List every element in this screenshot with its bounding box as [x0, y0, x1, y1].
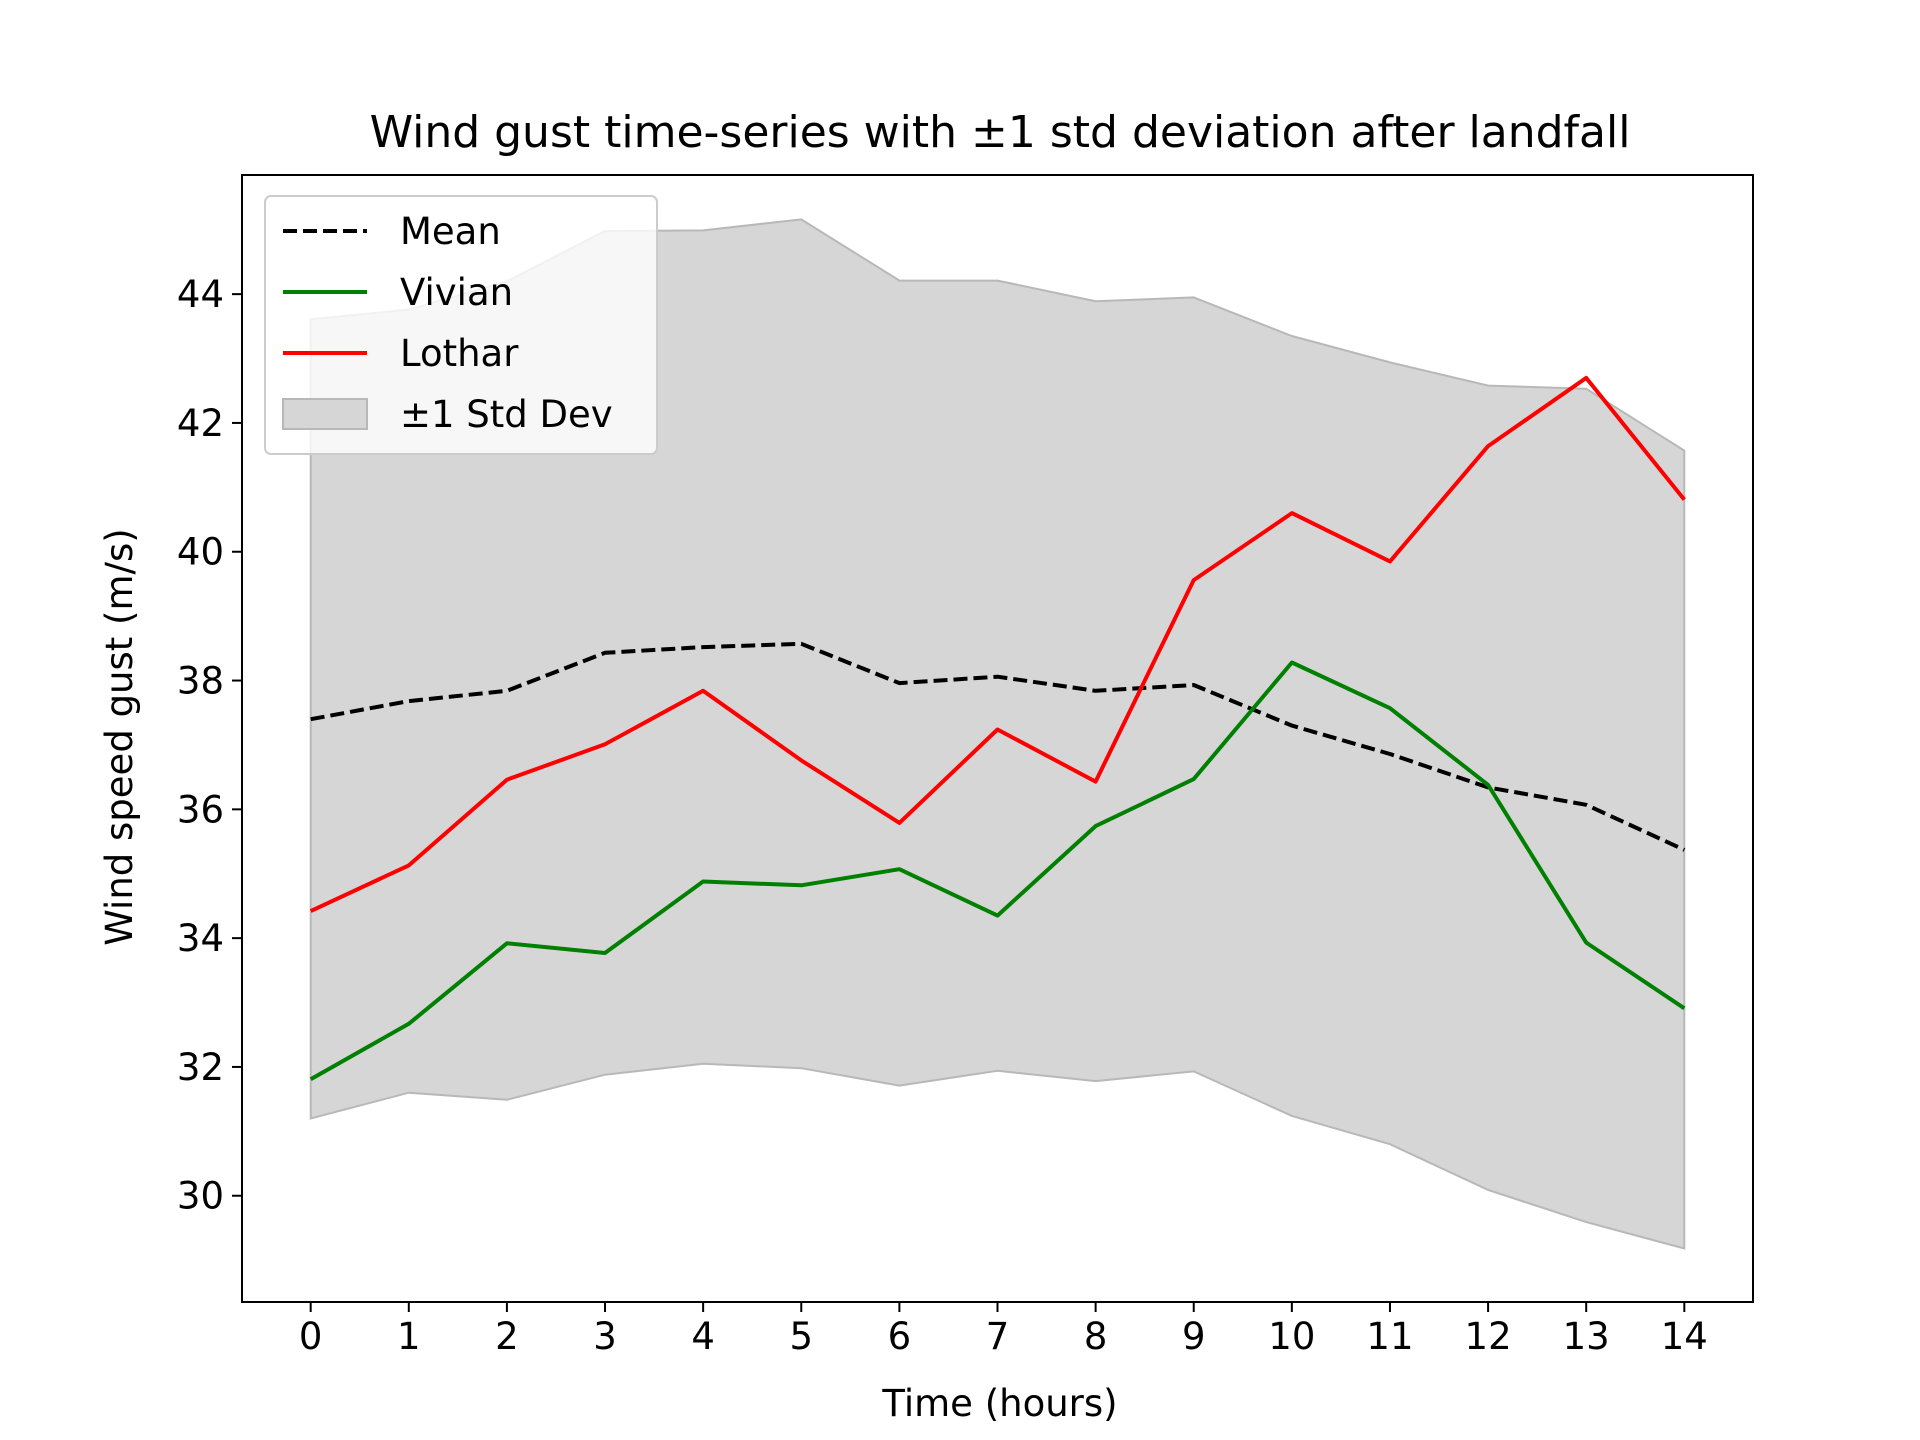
y-axis-label: Wind speed gust (m/s)	[98, 528, 141, 945]
x-tick-label: 8	[1084, 1315, 1108, 1358]
legend-label-lothar: Lothar	[400, 332, 519, 375]
x-tick-label: 4	[691, 1315, 715, 1358]
y-tick-label: 38	[177, 660, 224, 703]
legend-box	[264, 195, 658, 455]
x-tick-label: 2	[495, 1315, 519, 1358]
y-tick-label: 30	[177, 1175, 224, 1218]
x-tick-label: 10	[1268, 1315, 1315, 1358]
x-tick-label: 9	[1182, 1315, 1206, 1358]
x-tick-label: 12	[1465, 1315, 1512, 1358]
x-axis-label: Time (hours)	[881, 1382, 1117, 1425]
legend-swatch-std-band	[282, 398, 368, 430]
y-tick-label: 42	[177, 402, 224, 445]
x-tick-label: 6	[888, 1315, 912, 1358]
x-tick-label: 11	[1366, 1315, 1413, 1358]
y-tick-label: 34	[177, 917, 224, 960]
y-tick-label: 40	[177, 531, 224, 574]
x-tick-label: 14	[1661, 1315, 1708, 1358]
chart-title: Wind gust time-series with ±1 std deviat…	[370, 107, 1631, 158]
x-tick-label: 1	[397, 1315, 421, 1358]
legend: Mean Vivian Lothar ±1 Std Dev	[264, 195, 658, 455]
y-tick-label: 44	[177, 273, 224, 316]
x-tick-label: 3	[593, 1315, 617, 1358]
y-tick-label: 32	[177, 1046, 224, 1089]
x-tick-label: 0	[299, 1315, 323, 1358]
std-band	[309, 218, 1686, 1250]
x-tick-label: 13	[1563, 1315, 1610, 1358]
legend-label-vivian: Vivian	[400, 271, 513, 314]
legend-label-mean: Mean	[400, 210, 501, 253]
x-tick-label: 7	[986, 1315, 1010, 1358]
y-tick-label: 36	[177, 788, 224, 831]
x-tick-label: 5	[789, 1315, 813, 1358]
legend-label-std-band: ±1 Std Dev	[400, 393, 613, 436]
